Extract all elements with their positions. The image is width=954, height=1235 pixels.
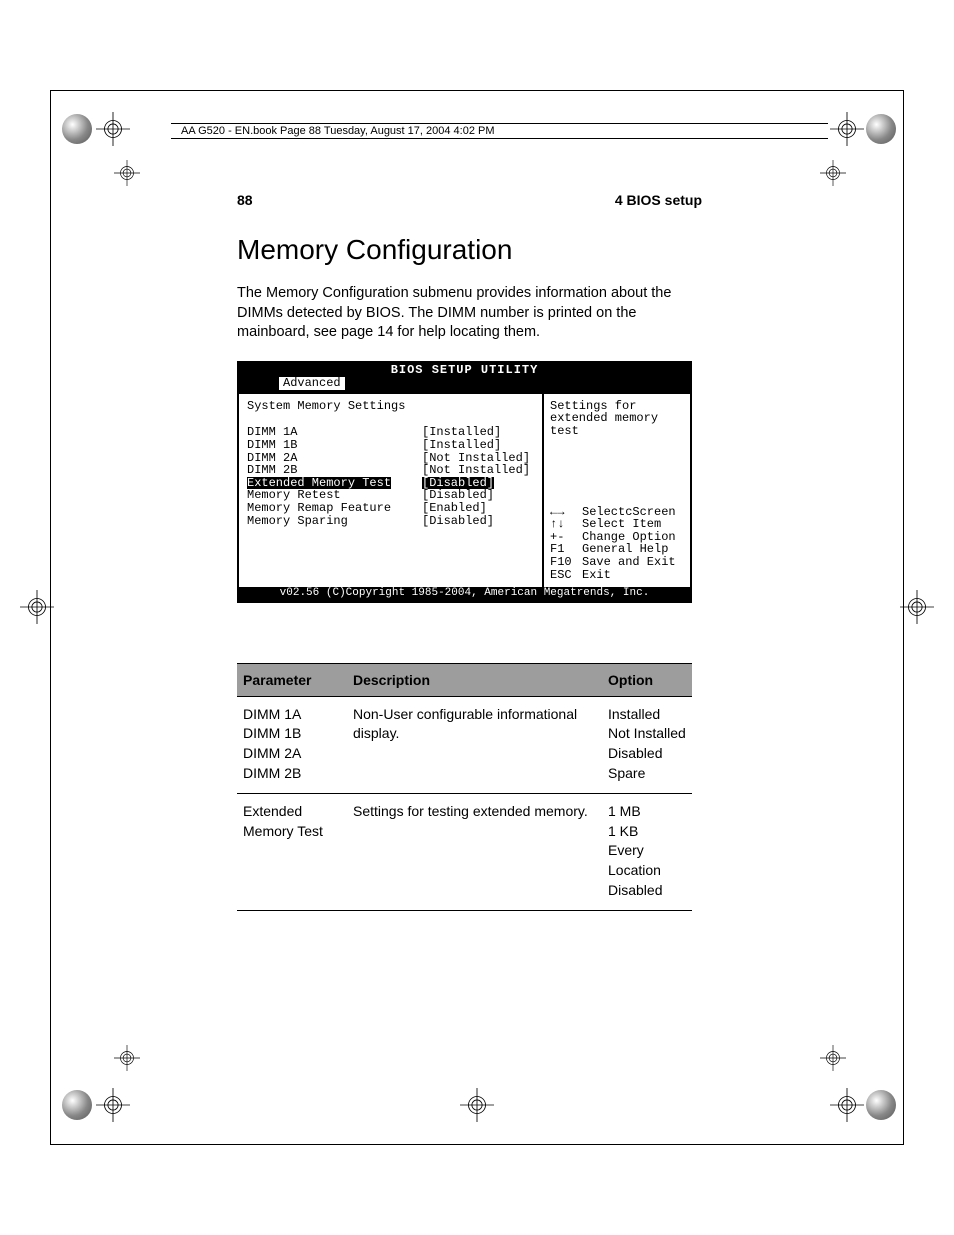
decor-orb [866, 114, 896, 144]
bios-key-action: Exit [582, 569, 611, 582]
bios-setting-value: [Installed] [422, 439, 501, 452]
bios-setting-row: Memory Sparing[Disabled] [247, 515, 534, 528]
registration-mark-icon [20, 590, 54, 624]
bios-setting-label: DIMM 2B [247, 464, 422, 477]
bios-setting-row: DIMM 2B[Not Installed] [247, 464, 534, 477]
bios-setting-value: [Enabled] [422, 502, 487, 515]
bios-setting-label: DIMM 1B [247, 439, 422, 452]
cell-description: Settings for testing extended memory. [347, 794, 602, 911]
cell-description: Non-User configurable informational disp… [347, 696, 602, 793]
chapter-label: 4 BIOS setup [615, 192, 702, 208]
bios-key-row: F10Save and Exit [550, 556, 684, 569]
bios-setting-label: Memory Sparing [247, 515, 422, 528]
cell-parameter: Extended Memory Test [237, 794, 347, 911]
cell-parameter: DIMM 1A DIMM 1B DIMM 2A DIMM 2B [237, 696, 347, 793]
bios-left-panel: System Memory Settings DIMM 1A[Installed… [239, 394, 544, 587]
bios-setting-value: [Disabled] [422, 515, 494, 528]
bios-key: ESC [550, 569, 582, 582]
bios-tab-advanced: Advanced [279, 377, 345, 390]
registration-mark-icon [830, 112, 864, 146]
bios-key: ↑↓ [550, 518, 582, 531]
bios-title: BIOS SETUP UTILITY [239, 363, 690, 378]
bios-setting-value: [Not Installed] [422, 464, 530, 477]
page-content: 88 4 BIOS setup Memory Configuration The… [237, 192, 702, 911]
registration-mark-icon [820, 1045, 846, 1071]
bios-screenshot: BIOS SETUP UTILITY Advanced System Memor… [237, 361, 692, 603]
registration-mark-icon [900, 590, 934, 624]
bios-key-help: ←→SelectcScreen↑↓Select Item+-Change Opt… [550, 506, 684, 582]
bios-key: F10 [550, 556, 582, 569]
parameter-table: Parameter Description Option DIMM 1A DIM… [237, 663, 692, 911]
bios-key-row: ↑↓Select Item [550, 518, 684, 531]
bios-body: System Memory Settings DIMM 1A[Installed… [239, 392, 690, 587]
registration-mark-icon [114, 160, 140, 186]
page-number: 88 [237, 192, 253, 208]
table-row: DIMM 1A DIMM 1B DIMM 2A DIMM 2BNon-User … [237, 696, 692, 793]
header-rule-bottom [171, 138, 828, 139]
th-option: Option [602, 663, 692, 696]
intro-paragraph: The Memory Configuration submenu provide… [237, 284, 702, 343]
bios-settings-list: DIMM 1A[Installed]DIMM 1B[Installed]DIMM… [247, 426, 534, 527]
bios-section-title: System Memory Settings [247, 400, 534, 413]
bios-key-action: Select Item [582, 518, 661, 531]
bios-copyright: v02.56 (C)Copyright 1985-2004, American … [239, 587, 690, 601]
bios-key-row: ESCExit [550, 569, 684, 582]
bios-setting-row: Memory Remap Feature[Enabled] [247, 502, 534, 515]
th-description: Description [347, 663, 602, 696]
bios-right-panel: Settings for extended memory test ←→Sele… [544, 394, 690, 587]
page-header-row: 88 4 BIOS setup [237, 192, 702, 208]
cell-option: Installed Not Installed Disabled Spare [602, 696, 692, 793]
registration-mark-icon [460, 1088, 486, 1114]
registration-mark-icon [820, 160, 846, 186]
decor-orb [62, 114, 92, 144]
bios-help-text: Settings for extended memory test [550, 400, 684, 438]
table-row: Extended Memory TestSettings for testing… [237, 794, 692, 911]
book-header: AA G520 - EN.book Page 88 Tuesday, Augus… [181, 125, 495, 137]
registration-mark-icon [114, 1045, 140, 1071]
bios-setting-row: DIMM 1B[Installed] [247, 439, 534, 452]
registration-mark-icon [96, 1088, 130, 1122]
decor-orb [866, 1090, 896, 1120]
registration-mark-icon [830, 1088, 864, 1122]
th-parameter: Parameter [237, 663, 347, 696]
decor-orb [62, 1090, 92, 1120]
bios-tab-row: Advanced [239, 377, 690, 392]
cell-option: 1 MB 1 KB Every Location Disabled [602, 794, 692, 911]
header-rule-top [171, 123, 828, 124]
page-title: Memory Configuration [237, 234, 702, 266]
table-header-row: Parameter Description Option [237, 663, 692, 696]
registration-mark-icon [96, 112, 130, 146]
bios-setting-label: Memory Remap Feature [247, 502, 422, 515]
bios-key-action: Save and Exit [582, 556, 676, 569]
